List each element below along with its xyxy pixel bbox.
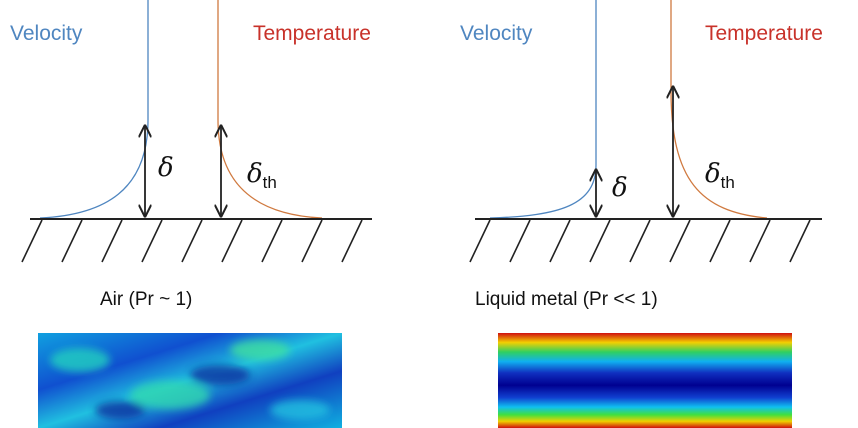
temperature-label: Temperature <box>253 22 371 45</box>
liquid-metal-field <box>498 333 792 428</box>
wall-hatch <box>470 220 810 262</box>
temperature-label: Temperature <box>705 22 823 45</box>
velocity-label: Velocity <box>10 22 83 45</box>
wall-hatch <box>22 220 362 262</box>
caption: Liquid metal (Pr << 1) <box>475 289 658 310</box>
label-part: th <box>721 173 735 192</box>
caption: Air (Pr ~ 1) <box>100 289 192 310</box>
diagram: Velocity Temperature δ δth Air (Pr ~ 1) … <box>0 0 858 428</box>
label-part: δ <box>705 159 721 189</box>
label-part: δ <box>247 159 263 189</box>
air-field <box>38 333 342 428</box>
delta-symbol: δ <box>158 153 174 183</box>
label-part: th <box>263 173 277 192</box>
delta-th-symbol: δth <box>705 159 735 192</box>
delta-th-symbol: δth <box>247 159 277 192</box>
delta-symbol: δ <box>612 173 628 203</box>
velocity-label: Velocity <box>460 22 533 45</box>
